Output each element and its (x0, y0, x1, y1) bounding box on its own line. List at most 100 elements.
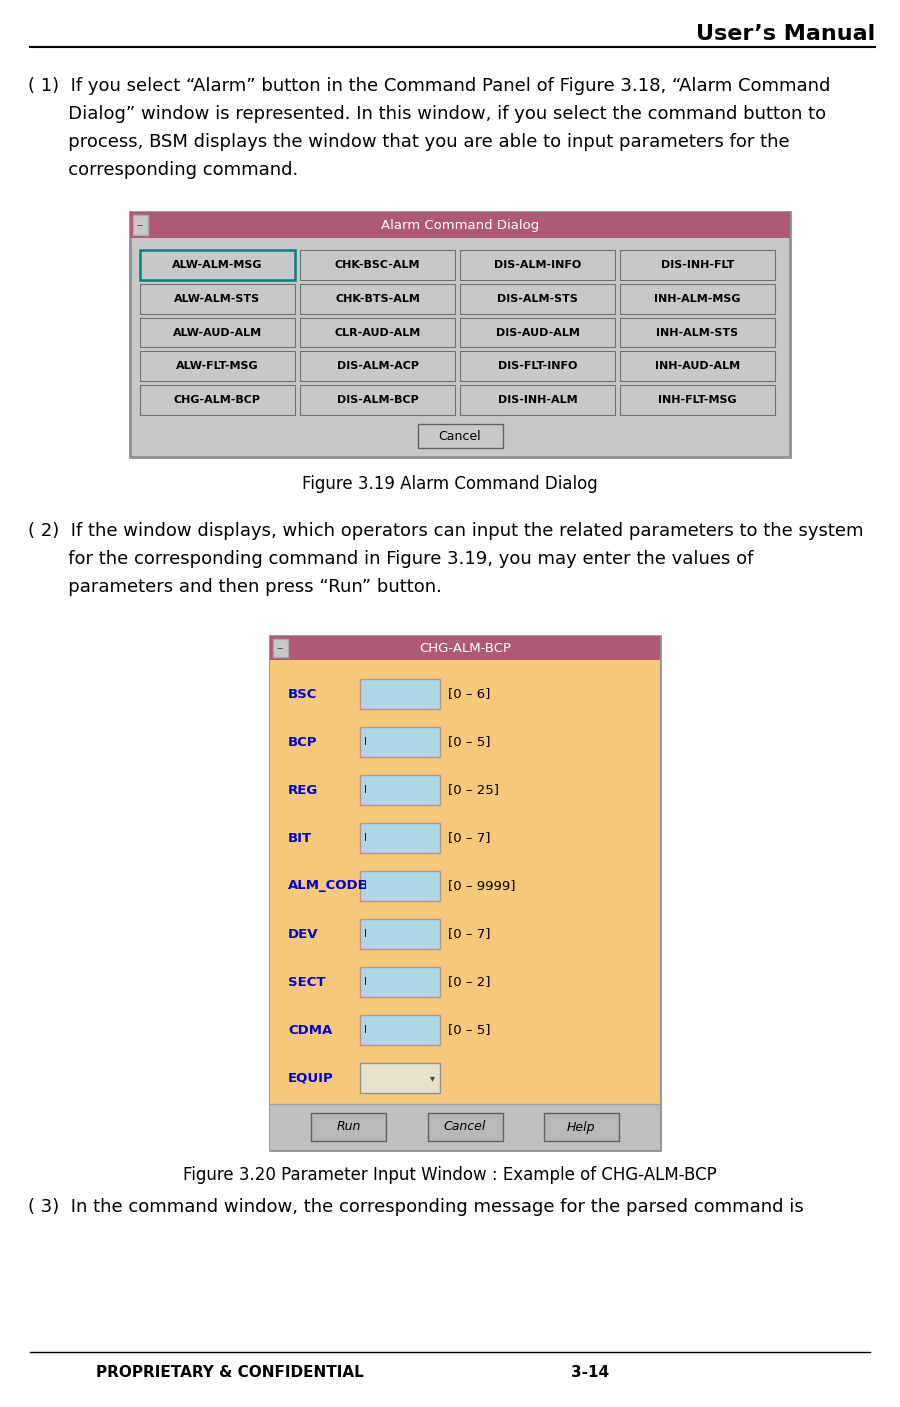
Text: BIT: BIT (288, 832, 312, 844)
Text: CHG-ALM-BCP: CHG-ALM-BCP (174, 395, 261, 405)
Text: ALW-ALM-STS: ALW-ALM-STS (175, 294, 261, 304)
Text: DIS-AUD-ALM: DIS-AUD-ALM (496, 328, 580, 338)
Bar (620, 352, 775, 381)
Bar (544, 1113, 619, 1141)
Text: I: I (364, 976, 367, 986)
Text: ALW-AUD-ALM: ALW-AUD-ALM (173, 328, 262, 338)
Text: [0 – 7]: [0 – 7] (448, 927, 490, 940)
Text: PROPRIETARY & CONFIDENTIAL: PROPRIETARY & CONFIDENTIAL (96, 1365, 364, 1380)
Bar (460, 284, 615, 314)
Text: I: I (364, 785, 367, 795)
Text: Run: Run (337, 1120, 361, 1134)
Text: 3-14: 3-14 (571, 1365, 609, 1380)
Text: I: I (364, 1026, 367, 1036)
Text: INH-FLT-MSG: INH-FLT-MSG (658, 395, 737, 405)
Text: SECT: SECT (288, 975, 326, 989)
Bar (360, 727, 440, 757)
Bar (620, 386, 775, 415)
Bar (360, 775, 440, 805)
Text: ( 2)  If the window displays, which operators can input the related parameters t: ( 2) If the window displays, which opera… (28, 522, 863, 540)
Text: INH-AUD-ALM: INH-AUD-ALM (655, 362, 740, 371)
Text: BCP: BCP (288, 736, 318, 749)
Text: [0 – 5]: [0 – 5] (448, 736, 490, 749)
Text: DIS-INH-FLT: DIS-INH-FLT (661, 260, 734, 270)
Text: I: I (364, 833, 367, 843)
Text: ALW-FLT-MSG: ALW-FLT-MSG (176, 362, 259, 371)
Bar (311, 1113, 386, 1141)
Bar (300, 284, 455, 314)
Text: [0 – 7]: [0 – 7] (448, 832, 490, 844)
Text: DIS-ALM-INFO: DIS-ALM-INFO (494, 260, 581, 270)
Bar (418, 424, 502, 447)
Bar (140, 352, 295, 381)
Text: [0 – 9999]: [0 – 9999] (448, 879, 516, 892)
Text: Cancel: Cancel (438, 429, 482, 442)
Bar (130, 212, 790, 238)
Bar (360, 1064, 440, 1093)
Text: Help: Help (567, 1120, 596, 1134)
Bar (140, 250, 295, 280)
Text: CHK-BTS-ALM: CHK-BTS-ALM (335, 294, 420, 304)
Text: REG: REG (288, 784, 319, 796)
Text: CHK-BSC-ALM: CHK-BSC-ALM (335, 260, 420, 270)
Text: CLR-AUD-ALM: CLR-AUD-ALM (335, 328, 420, 338)
Text: User’s Manual: User’s Manual (696, 24, 875, 44)
Text: DEV: DEV (288, 927, 319, 940)
Text: INH-ALM-STS: INH-ALM-STS (656, 328, 739, 338)
Bar (270, 660, 660, 1104)
Bar (620, 250, 775, 280)
Bar (300, 318, 455, 348)
Text: [0 – 2]: [0 – 2] (448, 975, 490, 989)
Text: for the corresponding command in Figure 3.19, you may enter the values of: for the corresponding command in Figure … (28, 550, 753, 568)
Bar (130, 212, 790, 457)
Text: Figure 3.19 Alarm Command Dialog: Figure 3.19 Alarm Command Dialog (302, 476, 598, 492)
Bar (360, 919, 440, 948)
Text: ( 1)  If you select “Alarm” button in the Command Panel of Figure 3.18, “Alarm C: ( 1) If you select “Alarm” button in the… (28, 77, 831, 96)
Bar (300, 386, 455, 415)
Text: process, BSM displays the window that you are able to input parameters for the: process, BSM displays the window that yo… (28, 134, 789, 151)
Text: I: I (364, 737, 367, 747)
Text: INH-ALM-MSG: INH-ALM-MSG (654, 294, 741, 304)
Bar (140, 318, 295, 348)
Bar (140, 284, 295, 314)
Bar (460, 386, 615, 415)
Text: Dialog” window is represented. In this window, if you select the command button : Dialog” window is represented. In this w… (28, 106, 826, 122)
Bar (270, 636, 660, 1150)
Text: ALM_CODE: ALM_CODE (288, 879, 368, 892)
Bar (270, 636, 660, 660)
Bar (300, 352, 455, 381)
Text: ‒: ‒ (277, 643, 284, 653)
Bar (300, 250, 455, 280)
Bar (460, 318, 615, 348)
Bar (360, 680, 440, 709)
Text: ▾: ▾ (429, 1074, 435, 1083)
Text: Alarm Command Dialog: Alarm Command Dialog (381, 218, 539, 232)
Text: Cancel: Cancel (444, 1120, 486, 1134)
Text: ‒: ‒ (137, 219, 143, 229)
Bar (140, 386, 295, 415)
Bar (360, 967, 440, 998)
Text: DIS-INH-ALM: DIS-INH-ALM (498, 395, 577, 405)
Text: [0 – 25]: [0 – 25] (448, 784, 499, 796)
Text: Figure 3.20 Parameter Input Window : Example of CHG-ALM-BCP: Figure 3.20 Parameter Input Window : Exa… (183, 1166, 717, 1185)
Text: I: I (364, 881, 367, 891)
Text: DIS-FLT-INFO: DIS-FLT-INFO (498, 362, 577, 371)
Text: [0 – 6]: [0 – 6] (448, 688, 490, 701)
Text: ALW-ALM-MSG: ALW-ALM-MSG (172, 260, 263, 270)
Text: DIS-ALM-STS: DIS-ALM-STS (497, 294, 578, 304)
Text: BSC: BSC (288, 688, 318, 701)
Text: DIS-ALM-ACP: DIS-ALM-ACP (337, 362, 419, 371)
Text: parameters and then press “Run” button.: parameters and then press “Run” button. (28, 578, 442, 597)
Bar (460, 352, 615, 381)
Text: CHG-ALM-BCP: CHG-ALM-BCP (419, 642, 511, 654)
Bar (270, 1104, 660, 1150)
Text: corresponding command.: corresponding command. (28, 160, 298, 179)
Bar (360, 823, 440, 853)
Text: DIS-ALM-BCP: DIS-ALM-BCP (337, 395, 419, 405)
Text: CDMA: CDMA (288, 1023, 332, 1037)
Text: EQUIP: EQUIP (288, 1072, 334, 1085)
Bar (620, 284, 775, 314)
Text: ( 3)  In the command window, the corresponding message for the parsed command is: ( 3) In the command window, the correspo… (28, 1197, 804, 1216)
Bar (273, 639, 288, 657)
Bar (428, 1113, 502, 1141)
